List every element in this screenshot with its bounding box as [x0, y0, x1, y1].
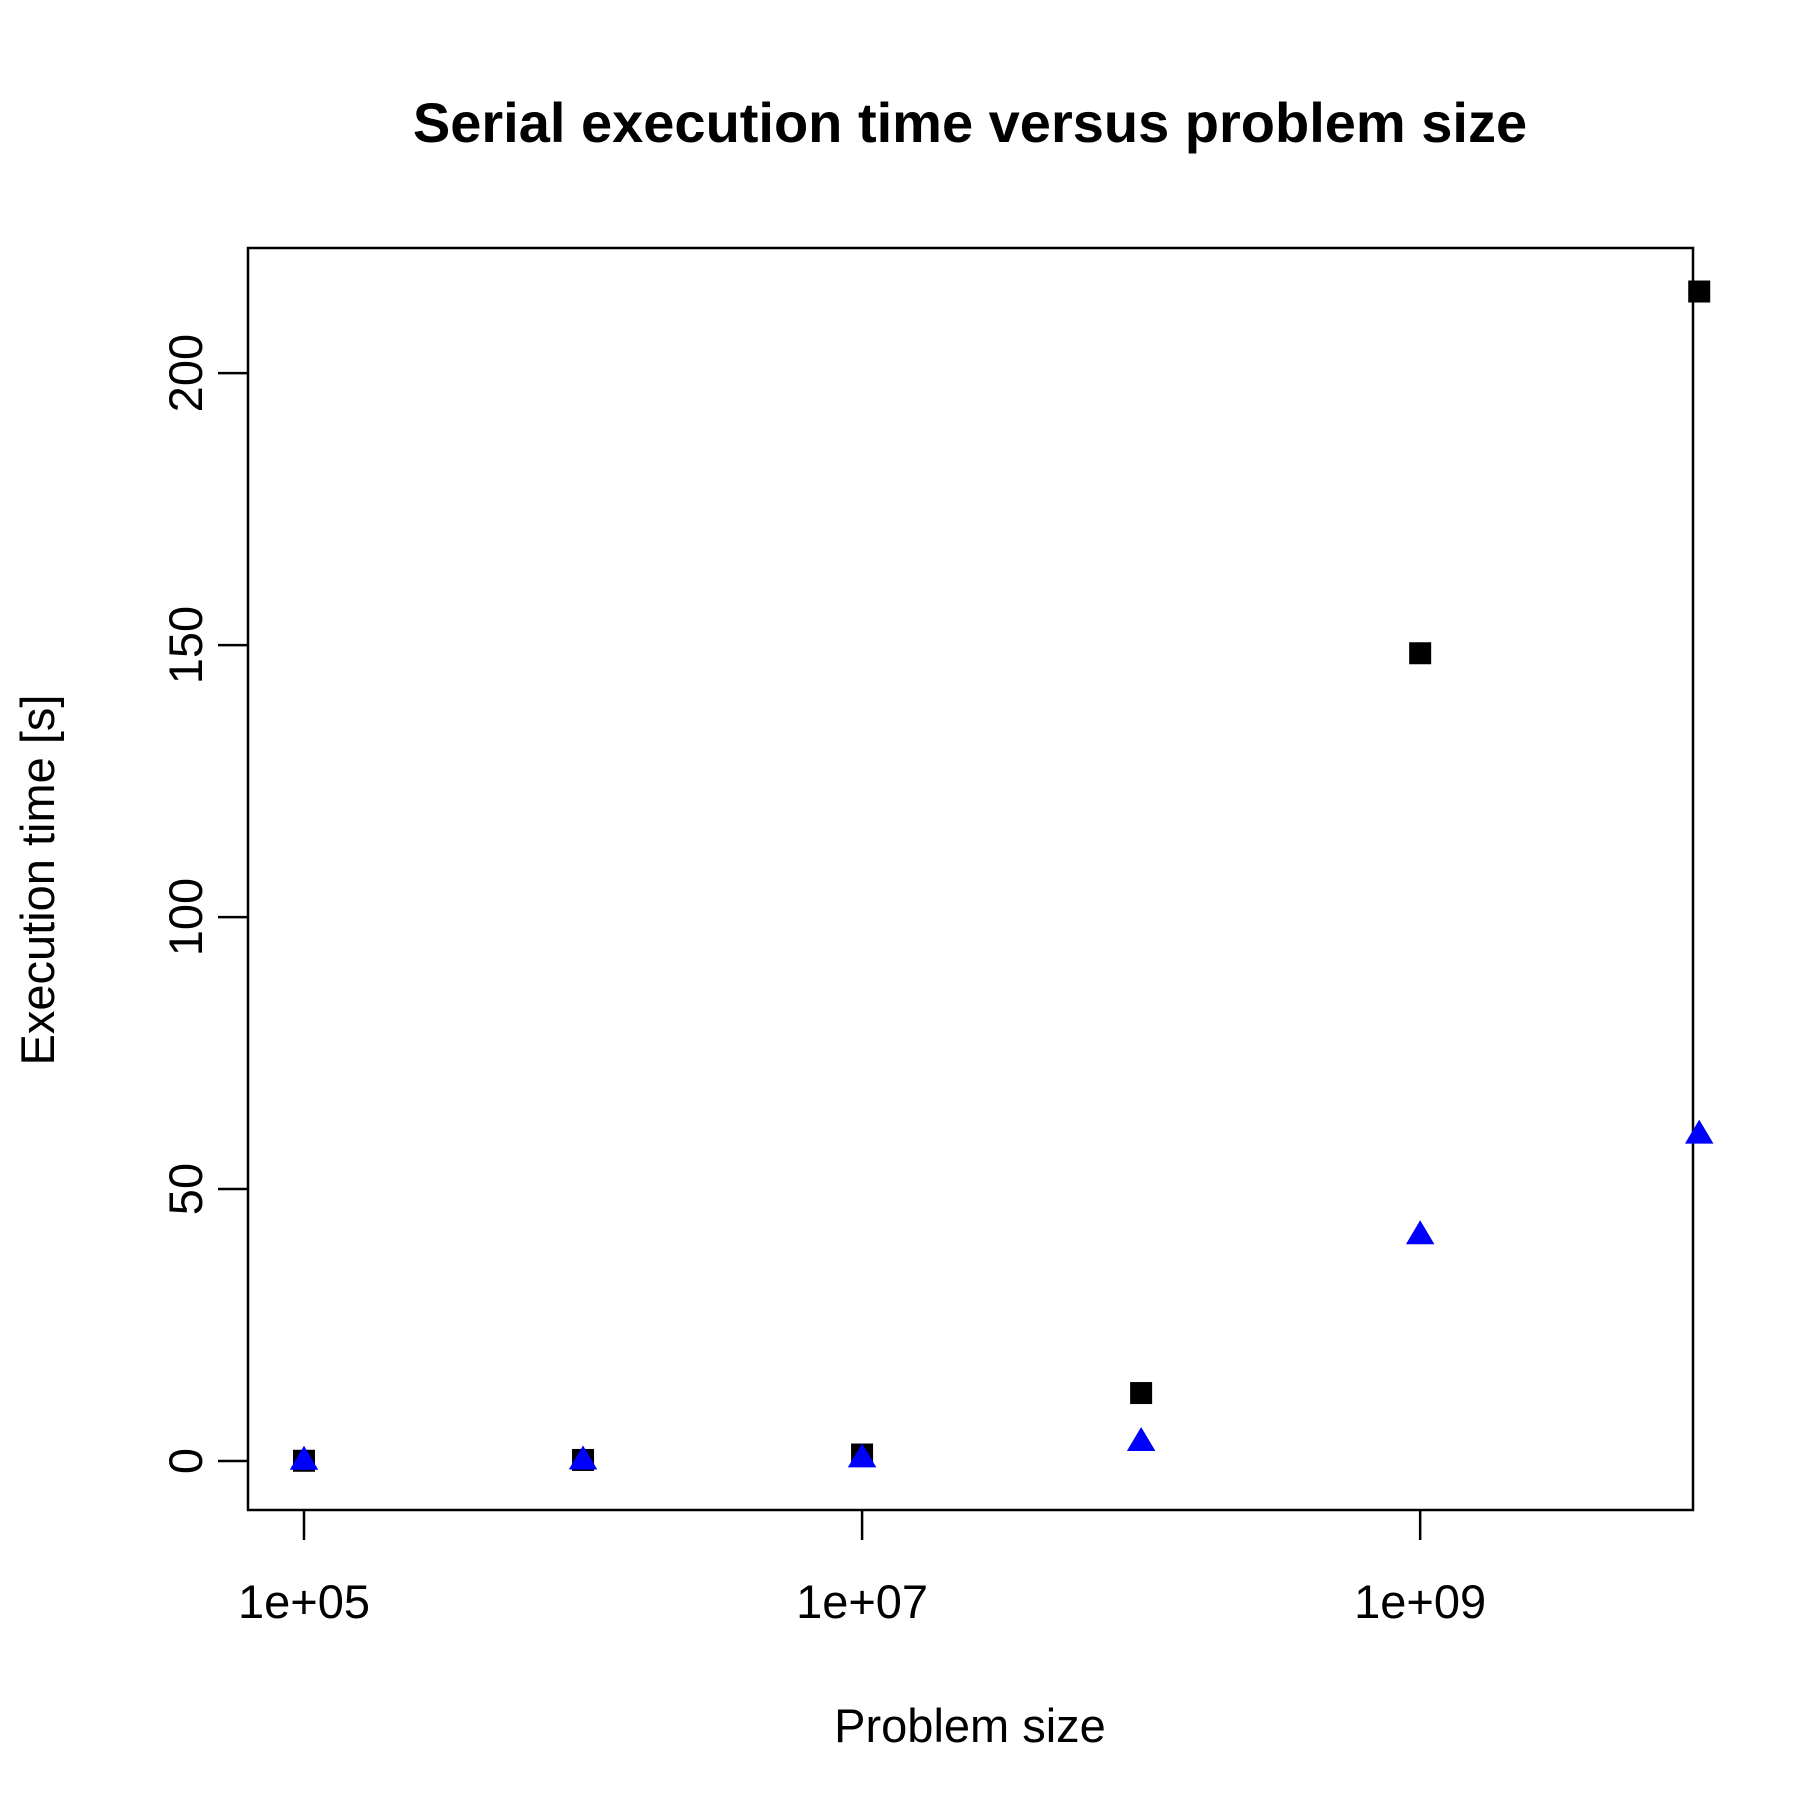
- x-tick-label: 1e+05: [238, 1575, 370, 1628]
- x-axis: 1e+05 1e+07 1e+09: [238, 1510, 1486, 1628]
- y-axis: 0 50 100 150 200: [159, 334, 248, 1474]
- point-triangle: [847, 1443, 877, 1468]
- y-tick-label: 100: [159, 878, 212, 956]
- x-tick-label: 1e+07: [796, 1575, 928, 1628]
- y-tick-label: 150: [159, 606, 212, 684]
- x-axis-label: Problem size: [834, 1699, 1106, 1752]
- point-triangle: [289, 1445, 319, 1470]
- point-square: [1130, 1382, 1153, 1405]
- y-tick-label: 0: [159, 1448, 212, 1474]
- point-square: [1688, 280, 1711, 303]
- point-triangle: [568, 1445, 598, 1470]
- point-square: [1409, 642, 1432, 665]
- y-axis-label: Execution time [s]: [11, 695, 64, 1066]
- point-triangle: [1684, 1119, 1714, 1144]
- y-tick-label: 50: [159, 1163, 212, 1215]
- point-triangle: [1405, 1220, 1435, 1245]
- chart-title: Serial execution time versus problem siz…: [413, 91, 1527, 154]
- data-points: [289, 280, 1714, 1472]
- y-tick-label: 200: [159, 334, 212, 412]
- x-tick-label: 1e+09: [1354, 1575, 1486, 1628]
- point-triangle: [1126, 1427, 1156, 1452]
- plot-frame: [246, 246, 1695, 1512]
